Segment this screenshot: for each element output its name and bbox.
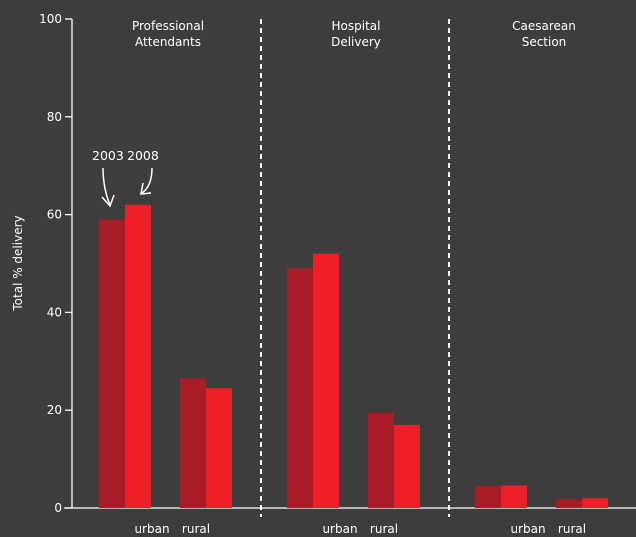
arrow-2008-line — [141, 167, 153, 194]
panel-title-2: Hospital — [332, 19, 381, 33]
panel-title-3: Caesarean — [512, 19, 576, 33]
bar-2003-urban-panel-2 — [287, 268, 313, 508]
bar-2008-urban-panel-3 — [501, 485, 527, 508]
panel-title-2: Delivery — [331, 35, 381, 49]
labels: 0 20 40 60 80 100 Total % delivery Professional… — [11, 12, 586, 536]
bar-2008-rural-panel-2 — [394, 424, 420, 508]
bar-2008-urban-panel-2 — [313, 253, 339, 508]
y-tick-label: 100 — [39, 12, 62, 26]
arrow-2003-line — [102, 167, 111, 206]
y-tick-label: 60 — [47, 208, 62, 222]
category-label-urban: urban — [134, 522, 169, 536]
panel-title-1: Professional — [132, 19, 204, 33]
bar-2003-rural-panel-2 — [368, 412, 394, 508]
y-tick-label: 80 — [47, 110, 62, 124]
category-label-urban: urban — [322, 522, 357, 536]
y-tick-label: 40 — [47, 305, 62, 319]
y-tick-label: 20 — [47, 403, 62, 417]
category-label-rural: rural — [370, 522, 398, 536]
arrow-2008-head — [140, 182, 152, 195]
annotation-2003: 2003 — [92, 148, 124, 163]
y-tick-label: 0 — [54, 501, 62, 515]
category-label-rural: rural — [558, 522, 586, 536]
category-label-rural: rural — [182, 522, 210, 536]
bars — [99, 204, 608, 509]
category-label-urban: urban — [510, 522, 545, 536]
annotation-2008: 2008 — [127, 148, 159, 163]
axes — [64, 18, 636, 517]
panel-title-3: Section — [522, 35, 567, 49]
bar-2003-rural-panel-3 — [556, 499, 582, 508]
bar-2008-urban-panel-1 — [125, 204, 151, 508]
panel-title-1: Attendants — [135, 35, 201, 49]
bar-2008-rural-panel-3 — [582, 498, 608, 508]
y-axis-title: Total % delivery — [11, 215, 25, 311]
bar-2003-urban-panel-3 — [475, 485, 501, 508]
bar-2008-rural-panel-1 — [206, 388, 232, 508]
bar-2003-urban-panel-1 — [99, 219, 125, 509]
arrow-2003-head — [101, 194, 115, 208]
bar-2003-rural-panel-1 — [180, 378, 206, 508]
